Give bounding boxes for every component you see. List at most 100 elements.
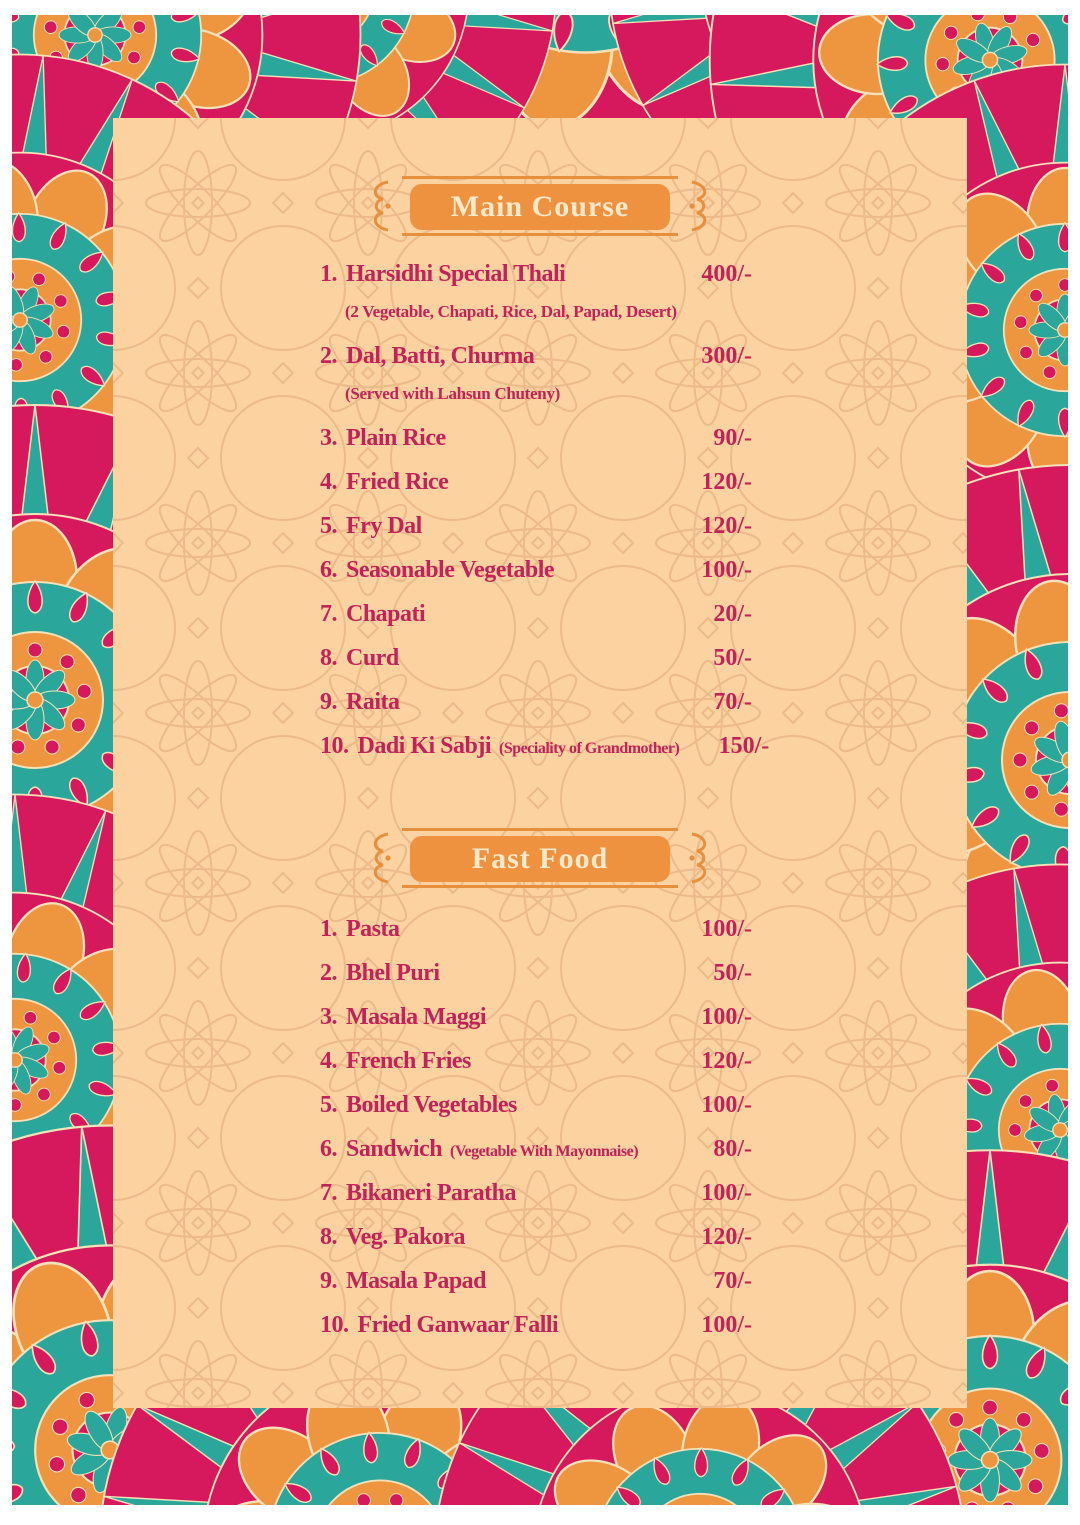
item-price: 100/- [701, 1180, 752, 1206]
menu-item-row: 4. Fried Rice 120/- [113, 460, 967, 504]
item-price: 90/- [713, 425, 752, 451]
item-price: 400/- [701, 261, 752, 287]
menu-item-row: 6. Sandwich (Vegetable With Mayonnaise) 80/… [113, 1127, 967, 1171]
item-name: Dadi Ki Sabji [357, 733, 492, 759]
item-label: 1. Pasta [320, 907, 400, 951]
item-name: Plain Rice [346, 425, 446, 451]
section-title: Main Course [450, 190, 630, 223]
item-price: 50/- [713, 960, 752, 986]
menu-item-row: 2. Dal, Batti, Churma 300/- [113, 334, 967, 378]
item-name: Veg. Pakora [346, 1224, 465, 1250]
item-name: Fried Rice [346, 469, 449, 495]
menu-item-row: 1. Harsidhi Special Thali 400/- [113, 252, 967, 296]
item-label: 2. Dal, Batti, Churma [320, 334, 535, 378]
item-label: 6. Sandwich (Vegetable With Mayonnaise) [320, 1127, 639, 1174]
item-label: 8. Veg. Pakora [320, 1215, 465, 1259]
item-number: 1. [320, 261, 338, 287]
item-price: 20/- [713, 601, 752, 627]
item-name: Sandwich [346, 1136, 443, 1162]
item-label: 3. Plain Rice [320, 416, 446, 460]
item-price: 80/- [713, 1136, 752, 1162]
item-price: 100/- [701, 1312, 752, 1338]
item-price: 120/- [701, 1224, 752, 1250]
item-label: 5. Boiled Vegetables [320, 1083, 517, 1127]
item-label: 7. Bikaneri Paratha [320, 1171, 517, 1215]
item-name: Fry Dal [346, 513, 422, 539]
item-number: 7. [320, 1180, 338, 1206]
menu-item-row: 7. Chapati 20/- [113, 592, 967, 636]
item-name: Harsidhi Special Thali [346, 261, 566, 287]
item-label: 1. Harsidhi Special Thali [320, 252, 566, 296]
item-number: 3. [320, 425, 338, 451]
flourish-icon [689, 832, 707, 884]
item-label: 7. Chapati [320, 592, 426, 636]
header-rule-top [402, 828, 678, 831]
item-number: 9. [320, 1268, 338, 1294]
flourish-icon [689, 180, 707, 232]
item-label: 8. Curd [320, 636, 399, 680]
item-inline-note: (Vegetable With Mayonnaise) [450, 1143, 639, 1160]
menu-item-row: 1. Pasta 100/- [113, 907, 967, 951]
menu-item-row: 6. Seasonable Vegetable 100/- [113, 548, 967, 592]
item-price: 50/- [713, 645, 752, 671]
item-label: 3. Masala Maggi [320, 995, 486, 1039]
item-name: French Fries [346, 1048, 471, 1074]
section-header: Main Course [373, 176, 707, 236]
item-number: 4. [320, 469, 338, 495]
item-price: 300/- [701, 343, 752, 369]
header-rule-bottom [402, 885, 678, 888]
item-name: Chapati [346, 601, 426, 627]
item-price: 70/- [713, 689, 752, 715]
item-number: 8. [320, 645, 338, 671]
menu-item-row: 3. Plain Rice 90/- [113, 416, 967, 460]
item-price: 120/- [701, 469, 752, 495]
item-name: Masala Maggi [346, 1004, 486, 1030]
item-name: Dal, Batti, Churma [346, 343, 535, 369]
menu-item-row: 2. Bhel Puri 50/- [113, 951, 967, 995]
item-label: 4. Fried Rice [320, 460, 449, 504]
item-label: 9. Raita [320, 680, 400, 724]
menu-item-row: 7. Bikaneri Paratha 100/- [113, 1171, 967, 1215]
item-inline-note: (Speciality of Grandmother) [499, 740, 680, 757]
item-number: 5. [320, 1092, 338, 1118]
card-background-pattern [113, 118, 967, 1408]
item-name: Boiled Vegetables [346, 1092, 517, 1118]
item-number: 1. [320, 916, 338, 942]
menu-items-list: 1. Pasta 100/- 2. Bhel Puri 50/- 3. Masala Magg… [113, 907, 967, 1347]
section-main-course: Main Course 1. Harsidhi Special Thali 400/… [113, 176, 967, 768]
menu-items-list: 1. Harsidhi Special Thali 400/- (2 Vegetabl… [113, 252, 967, 768]
item-name: Curd [346, 645, 399, 671]
item-name: Masala Papad [346, 1268, 487, 1294]
header-rule-bottom [402, 233, 678, 236]
menu-item-row: 9. Masala Papad 70/- [113, 1259, 967, 1303]
item-price: 120/- [701, 513, 752, 539]
item-price: 100/- [701, 916, 752, 942]
item-label: 2. Bhel Puri [320, 951, 440, 995]
item-price: 100/- [701, 557, 752, 583]
menu-item-row: 8. Veg. Pakora 120/- [113, 1215, 967, 1259]
item-name: Raita [346, 689, 400, 715]
menu-item-row: 3. Masala Maggi 100/- [113, 995, 967, 1039]
menu-item-row: 8. Curd 50/- [113, 636, 967, 680]
item-name: Pasta [346, 916, 400, 942]
item-number: 9. [320, 689, 338, 715]
item-number: 10. [320, 733, 349, 759]
item-number: 3. [320, 1004, 338, 1030]
item-number: 10. [320, 1312, 349, 1338]
section-title-pill: Main Course [410, 184, 670, 230]
item-number: 2. [320, 343, 338, 369]
item-number: 4. [320, 1048, 338, 1074]
flourish-icon [373, 180, 391, 232]
section-title: Fast Food [471, 842, 609, 875]
menu-item-row: 10. Fried Ganwaar Falli 100/- [113, 1303, 967, 1347]
item-name: Bikaneri Paratha [346, 1180, 517, 1206]
item-number: 7. [320, 601, 338, 627]
header-rule-top [402, 176, 678, 179]
item-name: Bhel Puri [346, 960, 440, 986]
menu-item-row: 10. Dadi Ki Sabji (Speciality of Grandmoth… [113, 724, 967, 768]
menu-card: Main Course 1. Harsidhi Special Thali 400/… [113, 118, 967, 1408]
section-title-pill: Fast Food [410, 836, 670, 882]
item-price: 100/- [701, 1004, 752, 1030]
item-description: (2 Vegetable, Chapati, Rice, Dal, Papad,… [345, 302, 677, 321]
